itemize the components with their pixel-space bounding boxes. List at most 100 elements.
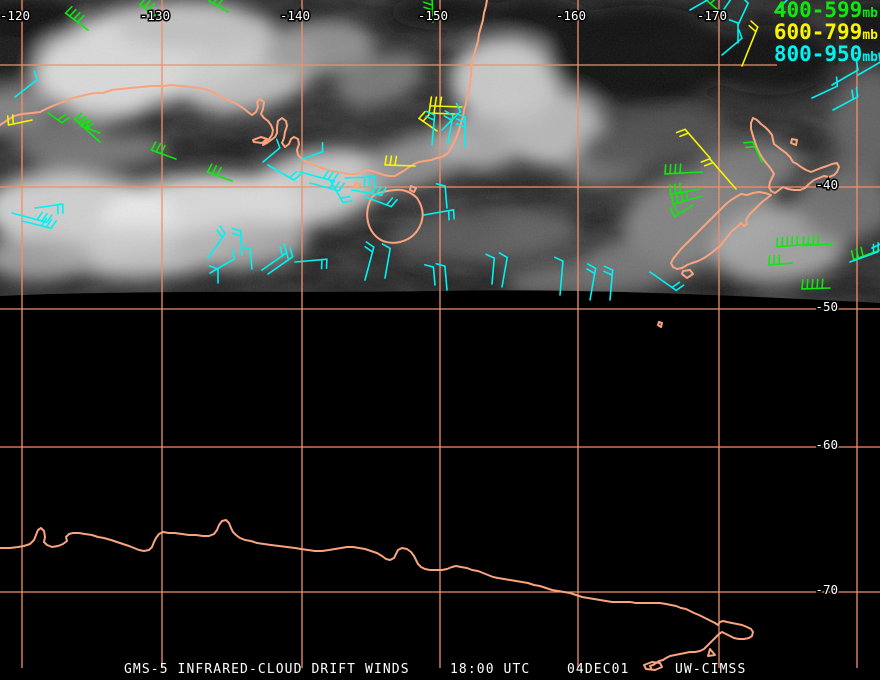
wind-barb-400-599mb	[850, 246, 880, 261]
barb-shaft	[857, 61, 880, 76]
barb-feather	[216, 229, 224, 239]
barb-feather	[231, 249, 236, 260]
legend-unit-low: mb	[862, 50, 878, 65]
barb-feather	[322, 170, 330, 180]
wind-barb-600-799mb	[700, 158, 737, 190]
barb-feather	[73, 112, 83, 121]
barb-feather	[860, 246, 864, 257]
longitude-label: -140	[280, 8, 310, 23]
barb-feather	[61, 116, 71, 124]
longitude-label: -130	[140, 8, 170, 23]
barb-feather	[64, 5, 73, 14]
barb-shaft	[139, 4, 161, 19]
coastline-antarctic-island	[643, 661, 663, 671]
valid-date: 04DEC01	[567, 662, 630, 677]
barb-feather	[728, 19, 739, 24]
barb-feather	[293, 173, 302, 181]
barb-feather	[240, 245, 252, 250]
wind-barb-800-950mb	[728, 19, 739, 44]
barb-feather	[802, 235, 805, 247]
legend-row-low: 800-950mb	[774, 44, 878, 67]
wind-barb-800-950mb	[364, 241, 375, 281]
wind-barb-800-950mb	[737, 0, 749, 26]
barb-shaft	[559, 260, 564, 296]
barb-shaft	[432, 266, 436, 286]
longitude-label: -170	[697, 8, 727, 23]
wind-barb-800-950mb	[649, 271, 685, 292]
barb-feather	[41, 212, 48, 222]
barb-feather	[40, 217, 48, 227]
barb-feather	[375, 185, 382, 196]
barb-shaft	[721, 0, 732, 13]
barb-feather	[216, 166, 222, 177]
barb-shaft	[664, 171, 703, 175]
barb-feather	[679, 132, 690, 138]
wind-barb-800-950mb	[774, 0, 789, 13]
barb-shaft	[239, 230, 243, 256]
barb-feather	[675, 284, 685, 292]
barb-feather	[143, 0, 151, 9]
wind-barb-800-950mb	[299, 141, 324, 161]
barb-shaft	[208, 0, 229, 13]
barb-feather	[423, 1, 434, 6]
wind-barb-800-950mb	[351, 184, 387, 197]
wind-barb-400-599mb	[139, 0, 161, 19]
wind-barb-600-799mb	[675, 128, 711, 159]
barb-feather	[455, 118, 466, 123]
latitude-label: -70	[815, 582, 838, 597]
barb-feather	[485, 253, 496, 259]
barb-feather	[423, 6, 434, 11]
barb-shaft	[737, 2, 749, 26]
wind-barb-600-799mb	[741, 20, 759, 67]
barb-feather	[68, 8, 77, 17]
barb-feather	[332, 172, 339, 182]
barb-feather	[444, 110, 454, 117]
wind-barb-800-950mb	[267, 164, 302, 181]
wind-barb-800-950mb	[554, 256, 564, 296]
barb-feather	[81, 119, 90, 127]
barb-shaft	[491, 257, 496, 285]
barb-shaft	[441, 110, 462, 131]
barb-feather	[807, 235, 810, 247]
barb-shaft	[751, 141, 763, 163]
barb-feather	[428, 103, 432, 114]
coastline-antarctic-islet	[707, 648, 716, 657]
barb-shaft	[47, 112, 63, 124]
wind-barb-400-599mb	[206, 163, 233, 182]
wind-barb-800-950mb	[423, 208, 455, 221]
credit-label: UW-CIMSS	[675, 662, 747, 677]
barb-shaft	[501, 256, 509, 288]
barb-feather	[435, 182, 446, 187]
barb-feather	[812, 235, 815, 246]
barb-feather	[6, 115, 10, 126]
coastline-king-island	[353, 182, 361, 189]
coastline-tasmania	[366, 188, 424, 244]
wind-barb-800-950mb	[299, 170, 339, 182]
wind-barb-800-950mb	[423, 263, 436, 286]
barb-feather	[370, 184, 377, 195]
barb-feather	[285, 250, 290, 261]
barb-shaft	[262, 147, 281, 163]
wind-barb-400-599mb	[208, 0, 229, 13]
wind-barb-400-599mb	[670, 190, 703, 206]
product-title: GMS-5 INFRARED-CLOUD DRIFT WINDS	[124, 662, 410, 677]
barb-feather	[455, 123, 466, 128]
latitude-label: -60	[815, 437, 838, 452]
valid-time: 18:00 UTC	[450, 662, 531, 677]
barb-feather	[206, 163, 213, 173]
barb-feather	[670, 194, 674, 206]
wind-barb-400-599mb	[742, 141, 763, 163]
wind-barb-400-599mb	[768, 254, 794, 266]
barb-feather	[745, 145, 756, 149]
wind-barb-800-950mb	[831, 60, 859, 86]
barb-shaft	[384, 247, 392, 279]
wind-barb-800-950mb	[209, 249, 236, 274]
barb-feather	[72, 11, 81, 20]
legend-range-high: 400-599	[773, 0, 863, 22]
legend-range-mid: 600-799	[773, 20, 863, 44]
barb-shaft	[811, 85, 839, 99]
barb-feather	[381, 243, 392, 250]
barb-feather	[709, 0, 716, 5]
barb-feather	[603, 265, 614, 271]
